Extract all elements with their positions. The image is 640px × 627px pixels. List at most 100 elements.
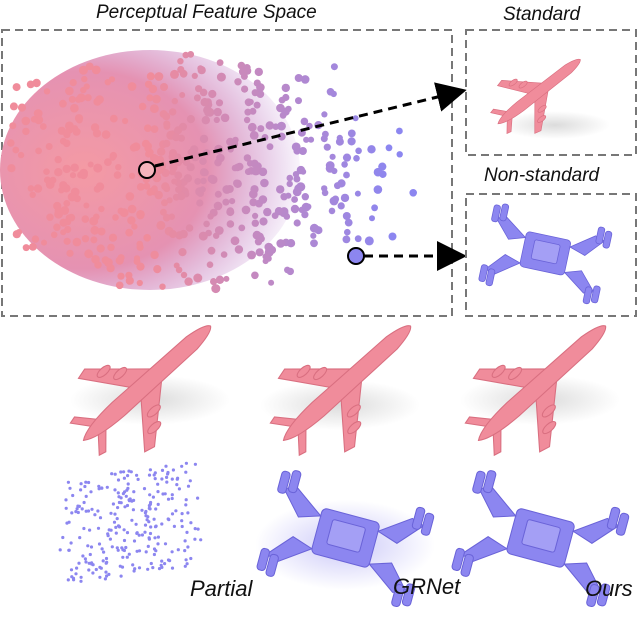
- partial-dot: [84, 494, 88, 498]
- feature-dot: [33, 184, 43, 193]
- feature-dot: [115, 256, 124, 265]
- partial-dot: [160, 522, 164, 526]
- feature-dot: [354, 190, 361, 197]
- partial-dot: [157, 567, 162, 571]
- partial-dot: [109, 528, 113, 532]
- partial-dot: [180, 524, 184, 529]
- feature-dot: [243, 154, 252, 162]
- feature-dot: [168, 152, 177, 161]
- partial-dot: [86, 509, 91, 513]
- feature-dot: [281, 107, 290, 116]
- feature-dot: [203, 220, 210, 228]
- partial-dot: [137, 533, 141, 537]
- partial-dot: [69, 568, 74, 572]
- feature-dot: [54, 206, 63, 215]
- feature-dot: [234, 78, 242, 86]
- partial-pointcloud: [58, 461, 203, 583]
- partial-dot: [199, 538, 203, 542]
- feature-dot: [81, 75, 88, 83]
- feature-dot: [369, 215, 375, 222]
- feature-dot: [150, 104, 159, 113]
- feature-dot: [101, 256, 110, 264]
- feature-dot: [22, 127, 30, 136]
- partial-dot: [106, 532, 110, 536]
- feature-dot: [144, 144, 152, 153]
- feature-dot: [174, 153, 182, 160]
- feature-dot: [151, 155, 161, 164]
- partial-dot: [185, 562, 189, 566]
- partial-dot: [96, 509, 100, 513]
- feature-dot: [161, 169, 170, 177]
- feature-dot: [170, 69, 179, 79]
- feature-dot: [127, 204, 137, 214]
- partial-dot: [154, 507, 158, 511]
- partial-dot: [61, 535, 65, 540]
- partial-dot: [170, 477, 174, 481]
- feature-dot: [21, 116, 31, 126]
- partial-dot: [147, 506, 151, 510]
- partial-dot: [70, 511, 74, 515]
- partial-dot: [148, 468, 152, 472]
- feature-dot: [286, 267, 294, 276]
- feature-dot: [12, 146, 20, 154]
- robot-pointcloud-icon: [477, 201, 614, 309]
- feature-dot: [163, 120, 171, 128]
- feature-dot: [267, 245, 277, 255]
- feature-dot: [237, 61, 246, 70]
- feature-dot: [166, 197, 173, 204]
- feature-dot: [59, 99, 67, 108]
- ours-label: Ours: [585, 576, 633, 601]
- feature-dot: [208, 175, 218, 184]
- feature-dot: [62, 139, 71, 148]
- feature-dot: [115, 281, 124, 290]
- feature-dot: [340, 193, 350, 203]
- partial-dot: [126, 482, 130, 486]
- partial-dot: [111, 502, 115, 506]
- feature-dot: [334, 182, 341, 190]
- feature-dot: [241, 205, 251, 215]
- feature-dot: [220, 113, 230, 123]
- feature-dot: [45, 143, 53, 150]
- partial-dot: [132, 539, 137, 543]
- feature-dot: [281, 83, 290, 93]
- partial-dot: [175, 483, 179, 487]
- feature-dot: [39, 123, 47, 130]
- partial-dot: [135, 549, 139, 553]
- feature-dot: [321, 111, 328, 118]
- feature-dot: [83, 202, 90, 209]
- feature-dot: [249, 189, 258, 199]
- partial-dot: [77, 504, 81, 508]
- feature-dot: [238, 224, 246, 232]
- feature-dot: [300, 117, 309, 126]
- feature-dot: [294, 74, 303, 82]
- feature-dot: [378, 162, 387, 171]
- feature-dot: [200, 97, 210, 107]
- feature-dot: [195, 85, 203, 93]
- feature-dot: [222, 198, 230, 206]
- feature-dot: [258, 167, 268, 177]
- partial-dot: [82, 500, 86, 505]
- feature-dot: [190, 145, 199, 154]
- partial-dot: [119, 470, 123, 474]
- feature-dot: [151, 185, 158, 192]
- partial-dot: [153, 536, 157, 540]
- partial-dot: [185, 530, 189, 535]
- feature-dot: [17, 103, 27, 112]
- feature-dot: [54, 168, 63, 177]
- feature-dot: [63, 131, 71, 139]
- feature-dot: [232, 136, 239, 144]
- partial-dot: [166, 472, 170, 476]
- feature-dot: [254, 238, 263, 246]
- partial-dot: [118, 564, 122, 568]
- feature-dot: [87, 161, 94, 168]
- partial-dot: [113, 472, 117, 476]
- partial-dot: [109, 511, 113, 515]
- feature-dot: [9, 122, 17, 130]
- partial-dot: [149, 525, 153, 529]
- partial-dot: [183, 564, 187, 568]
- feature-dot: [347, 129, 356, 138]
- partial-dot: [119, 501, 123, 505]
- feature-dot: [252, 212, 259, 219]
- feature-dot: [328, 207, 336, 215]
